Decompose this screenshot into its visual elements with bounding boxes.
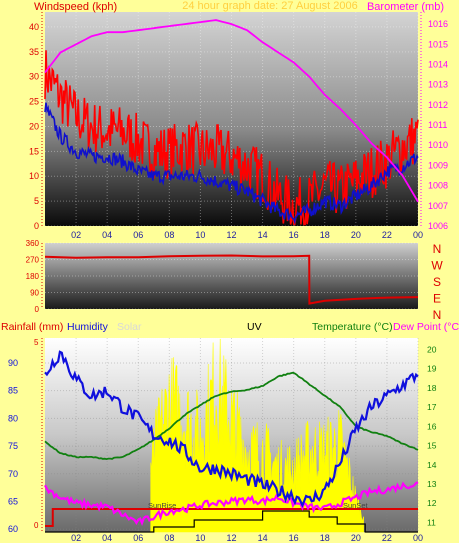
sunset-label: SunSet [343, 501, 369, 510]
windspeed-tick-label: 0 [34, 221, 39, 231]
sunrise-label: SunRise [148, 501, 176, 510]
barometer-tick-label: 1006 [428, 221, 448, 231]
temperature-tick-label: 12 [427, 498, 437, 508]
x-tick-label: 08 [164, 533, 174, 543]
windspeed-series-line [44, 50, 419, 226]
humidity-tick-label: 90 [8, 358, 18, 368]
rainfall-tick-label: 0 [34, 521, 39, 530]
x-tick-label: 12 [226, 533, 236, 543]
direction-tick-label: 90 [30, 289, 39, 298]
x-tick-label: 00 [413, 533, 423, 543]
barometer-series-line [44, 19, 419, 203]
direction-tick-label: 360 [26, 239, 40, 248]
direction-tick-label: 270 [26, 256, 40, 265]
x-tick-label: 18 [320, 533, 330, 543]
x-tick-label: 22 [382, 533, 392, 543]
dewpoint-label: Dew Point (°C) [393, 321, 459, 333]
barometer-tick-label: 1013 [428, 80, 448, 90]
windspeed-tick-label: 20 [29, 121, 39, 131]
temperature-tick-label: 18 [427, 383, 437, 393]
humidity-label: Humidity [67, 321, 109, 333]
temperature-tick-label: 14 [427, 460, 437, 470]
direction-tick-label: 180 [26, 272, 40, 281]
x-tick-label: 10 [195, 533, 205, 543]
windspeed-tick-label: 25 [29, 97, 39, 107]
x-tick-label: 02 [71, 533, 81, 543]
temperature-tick-label: 17 [427, 402, 437, 412]
dewpoint-series-line [44, 481, 419, 526]
x-tick-label: 08 [164, 230, 174, 240]
direction-tick-label: 0 [35, 305, 40, 314]
windspeed-tick-label: 40 [29, 22, 39, 32]
temperature-tick-label: 20 [427, 345, 437, 355]
compass-label: N [433, 242, 442, 256]
x-tick-label: 00 [413, 230, 423, 240]
x-tick-label: 18 [320, 230, 330, 240]
humidity-tick-label: 75 [8, 441, 18, 451]
windspeed-tick-label: 15 [29, 146, 39, 156]
barometer-tick-label: 1009 [428, 160, 448, 170]
solar-label: Solar [117, 321, 142, 333]
humidity-tick-label: 65 [8, 497, 18, 507]
x-tick-label: 16 [289, 230, 299, 240]
barometer-tick-label: 1011 [428, 120, 447, 130]
rainfall-label: Rainfall (mm) [1, 321, 63, 333]
compass-label: S [433, 275, 441, 289]
temperature-tick-label: 15 [427, 441, 437, 451]
barometer-tick-label: 1015 [428, 39, 448, 49]
x-tick-label: 20 [351, 230, 361, 240]
x-tick-label: 10 [195, 230, 205, 240]
windspeed-tick-label: 10 [29, 171, 39, 181]
chart-title: 24 hour graph date: 27 August 2006 [182, 0, 358, 12]
barometer-axis-label: Barometer (mb) [367, 1, 444, 13]
direction-series-line [44, 254, 419, 305]
barometer-tick-label: 1016 [428, 19, 448, 29]
temperature-tick-label: 13 [427, 479, 437, 489]
temperature-tick-label: 16 [427, 421, 437, 431]
x-tick-label: 20 [351, 533, 361, 543]
uv-series-line [45, 510, 418, 533]
humidity-tick-label: 70 [8, 469, 18, 479]
windspeed-tick-label: 30 [29, 72, 39, 82]
humidity-series-line [44, 350, 419, 508]
x-tick-label: 04 [102, 533, 112, 543]
barometer-tick-label: 1007 [428, 201, 448, 211]
rainfall-tick-label: 5 [34, 338, 39, 347]
barometer-tick-label: 1014 [428, 59, 448, 69]
x-tick-label: 06 [133, 230, 143, 240]
humidity-tick-label: 60 [8, 524, 18, 534]
temperature-label: Temperature (°C) [312, 321, 393, 333]
x-tick-label: 04 [102, 230, 112, 240]
x-tick-label: 06 [133, 533, 143, 543]
windspeed-axis-label: Windspeed (kph) [34, 1, 117, 13]
windspeed-tick-label: 35 [29, 47, 39, 57]
barometer-tick-label: 1012 [428, 100, 448, 110]
avg-windspeed-series-line [44, 102, 419, 225]
uv-label: UV [247, 321, 262, 333]
x-tick-label: 14 [258, 230, 268, 240]
windspeed-tick-label: 5 [34, 196, 39, 206]
panel1-background [45, 12, 418, 226]
rainfall-series-line [45, 508, 418, 527]
compass-label: W [431, 259, 443, 273]
temperature-tick-label: 19 [427, 364, 437, 374]
compass-label: E [433, 292, 441, 306]
humidity-tick-label: 85 [8, 386, 18, 396]
x-tick-label: 22 [382, 230, 392, 240]
barometer-tick-label: 1008 [428, 181, 448, 191]
temperature-tick-label: 11 [427, 517, 436, 527]
x-tick-label: 14 [258, 533, 268, 543]
x-tick-label: 16 [289, 533, 299, 543]
barometer-tick-label: 1010 [428, 140, 448, 150]
humidity-tick-label: 80 [8, 413, 18, 423]
x-tick-label: 02 [71, 230, 81, 240]
x-tick-label: 12 [226, 230, 236, 240]
compass-label: N [433, 308, 442, 322]
